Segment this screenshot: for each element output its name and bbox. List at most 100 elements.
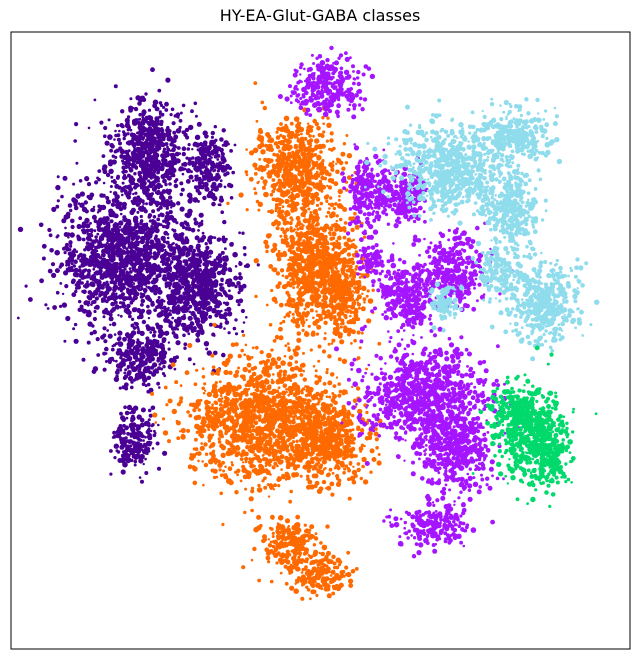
point xyxy=(279,268,285,273)
point xyxy=(126,115,131,119)
point xyxy=(130,380,134,384)
point xyxy=(337,279,342,285)
point xyxy=(171,316,175,320)
point xyxy=(144,368,148,372)
point xyxy=(146,164,150,168)
point xyxy=(167,224,170,227)
point xyxy=(185,135,190,140)
point xyxy=(120,428,126,434)
point xyxy=(125,279,130,284)
point xyxy=(234,265,238,268)
point xyxy=(131,348,135,352)
point xyxy=(332,281,336,285)
point xyxy=(124,445,128,448)
point xyxy=(17,226,24,233)
point xyxy=(104,352,108,355)
point xyxy=(124,296,128,299)
point xyxy=(323,317,326,320)
point xyxy=(219,137,224,142)
point xyxy=(208,272,214,277)
point xyxy=(149,245,154,250)
point xyxy=(331,180,335,184)
point xyxy=(148,147,153,152)
point xyxy=(103,339,108,344)
point xyxy=(109,190,112,194)
point xyxy=(138,154,144,159)
point xyxy=(326,264,332,270)
point xyxy=(72,252,77,258)
point xyxy=(68,240,73,245)
point xyxy=(346,252,352,257)
point xyxy=(316,145,321,149)
point xyxy=(147,196,150,200)
point xyxy=(327,354,332,359)
point xyxy=(343,221,348,225)
point xyxy=(133,345,139,350)
point xyxy=(186,192,193,199)
point xyxy=(72,198,79,205)
point xyxy=(183,313,186,317)
point xyxy=(106,241,109,245)
point xyxy=(187,157,192,162)
point xyxy=(245,316,248,319)
point xyxy=(287,203,292,208)
point xyxy=(358,346,362,350)
point xyxy=(121,352,126,357)
point xyxy=(217,253,222,258)
point xyxy=(327,202,331,206)
point xyxy=(107,161,113,167)
point xyxy=(326,116,330,120)
point xyxy=(125,307,130,311)
point xyxy=(292,286,295,289)
point xyxy=(292,186,296,190)
point xyxy=(130,323,135,328)
point xyxy=(119,314,123,318)
point xyxy=(180,187,185,192)
point xyxy=(327,277,332,282)
point xyxy=(325,215,328,218)
point xyxy=(147,179,151,183)
point xyxy=(174,151,180,157)
point xyxy=(125,354,129,357)
point xyxy=(96,211,100,214)
point xyxy=(127,190,132,196)
point xyxy=(334,290,337,293)
point xyxy=(305,159,310,164)
point xyxy=(141,182,146,187)
point xyxy=(151,209,156,214)
point xyxy=(156,217,161,222)
point xyxy=(104,360,108,363)
point xyxy=(172,242,175,245)
point xyxy=(182,333,186,338)
point xyxy=(129,449,136,455)
point xyxy=(325,370,329,375)
point xyxy=(156,324,162,330)
point xyxy=(133,106,139,112)
point xyxy=(301,328,305,332)
point xyxy=(291,312,295,316)
point xyxy=(161,161,167,167)
point xyxy=(110,271,115,275)
point xyxy=(133,154,139,161)
point xyxy=(319,275,324,280)
point xyxy=(122,336,127,342)
point xyxy=(135,366,139,370)
point xyxy=(120,250,124,254)
point xyxy=(166,136,172,142)
point xyxy=(145,138,149,142)
point xyxy=(135,252,140,258)
point xyxy=(93,271,97,275)
point xyxy=(161,244,166,249)
point xyxy=(355,290,360,294)
point xyxy=(161,348,166,353)
point xyxy=(129,361,135,367)
point xyxy=(160,213,165,218)
point xyxy=(156,183,161,188)
point xyxy=(209,168,213,172)
point xyxy=(149,255,153,259)
point xyxy=(86,312,92,318)
point xyxy=(209,284,212,288)
point xyxy=(142,222,147,228)
point xyxy=(86,280,89,284)
point xyxy=(117,314,120,317)
